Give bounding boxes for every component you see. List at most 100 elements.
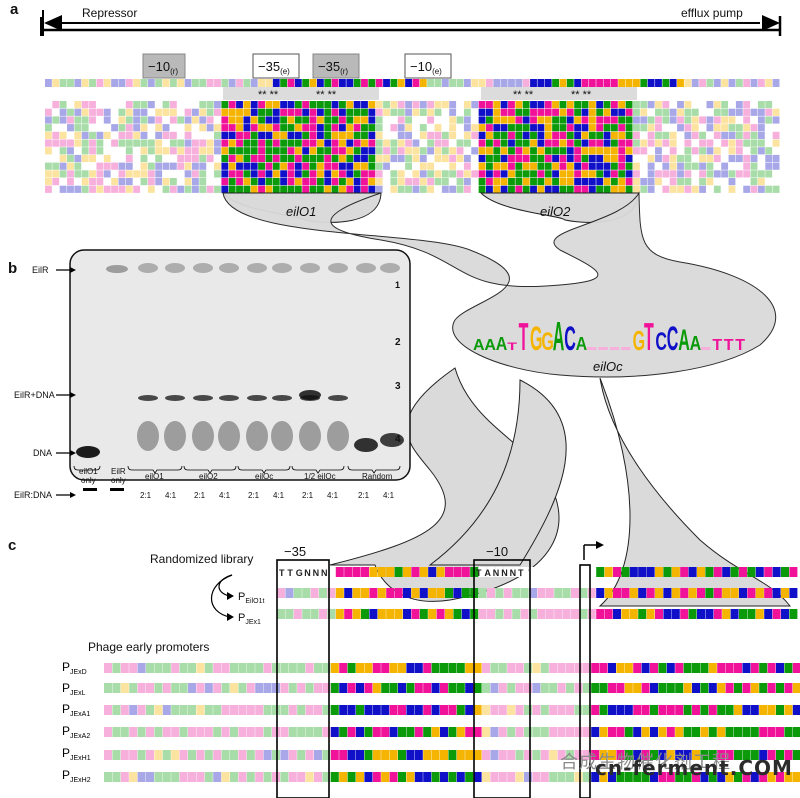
- phage-seq-cell: [700, 663, 709, 673]
- alignment-cell: [441, 178, 449, 186]
- alignment-cell: [743, 147, 751, 155]
- phage-seq-cell: [364, 772, 373, 782]
- consensus-cell: [390, 79, 398, 87]
- alignment-cell: [610, 116, 618, 124]
- alignment-cell: [221, 147, 229, 155]
- phage-seq-cell: [666, 663, 675, 673]
- alignment-cell: [162, 131, 170, 139]
- alignment-cell: [228, 178, 236, 186]
- phage-seq-cell: [322, 750, 331, 760]
- alignment-cell: [258, 154, 265, 163]
- consensus-cell: [486, 79, 493, 87]
- alignment-cell: [228, 147, 236, 155]
- alignment-cell: [655, 131, 662, 139]
- alignment-cell: [214, 108, 221, 116]
- logo-letter: A: [678, 324, 690, 358]
- alignment-cell: [214, 154, 221, 163]
- library-seq-cell: [310, 609, 319, 619]
- alignment-cell: [353, 108, 361, 116]
- logo-low-info-mark: [609, 347, 620, 350]
- phage-seq-cell: [398, 683, 406, 693]
- alignment-cell: [45, 124, 52, 132]
- alignment-cell: [324, 124, 332, 132]
- library-seq-cell: [503, 567, 512, 577]
- consensus-cell: [353, 79, 361, 87]
- band-smear: [246, 421, 268, 451]
- phage-seq-cell: [616, 750, 625, 760]
- alignment-cell: [103, 147, 111, 155]
- alignment-cell: [441, 162, 449, 170]
- alignment-cell: [67, 170, 74, 178]
- lane-label-eilr-only-2: only: [111, 476, 126, 485]
- band-complex: [193, 395, 213, 401]
- phage-promoter-label: PJExL: [62, 681, 86, 697]
- efflux-pump-label: efflux pump: [681, 6, 743, 20]
- alignment-cell: [228, 116, 236, 124]
- alignment-cell: [133, 170, 141, 178]
- alignment-cell: [140, 108, 148, 116]
- phage-seq-cell: [255, 750, 264, 760]
- alignment-cell: [89, 178, 96, 186]
- phage-seq-cell: [339, 750, 348, 760]
- alignment-cell: [552, 154, 559, 163]
- phage-seq-cell: [137, 750, 146, 760]
- alignment-cell: [375, 139, 383, 147]
- alignment-cell: [346, 131, 354, 139]
- alignment-cell: [493, 162, 501, 170]
- alignment-cell: [162, 108, 170, 116]
- phage-seq-cell: [272, 663, 280, 673]
- alignment-cell: [610, 185, 618, 193]
- phage-seq-cell: [767, 663, 776, 673]
- phage-seq-cell: [330, 683, 339, 693]
- phage-seq-cell: [582, 663, 591, 673]
- alignment-cell: [155, 154, 163, 163]
- alignment-cell: [111, 108, 118, 116]
- alignment-cell: [655, 178, 662, 186]
- phage-seq-cell: [381, 750, 390, 760]
- alignment-cell: [258, 178, 265, 186]
- consensus-cell: [45, 79, 52, 87]
- lib-letter-35: N: [321, 568, 328, 578]
- alignment-cell: [463, 170, 471, 178]
- alignment-cell: [236, 178, 243, 186]
- consensus-cell: [405, 79, 412, 87]
- alignment-cell: [713, 124, 721, 132]
- phage-seq-cell: [204, 750, 213, 760]
- alignment-cell: [45, 108, 52, 116]
- alignment-cell: [625, 131, 633, 139]
- library-seq-cell: [730, 588, 739, 598]
- phage-seq-cell: [734, 705, 742, 715]
- phage-seq-cell: [431, 727, 440, 737]
- phage-seq-cell: [549, 727, 558, 737]
- band-eilr: [300, 263, 320, 273]
- alignment-cell: [280, 116, 288, 124]
- alignment-cell: [655, 147, 662, 155]
- library-seq-cell: [587, 567, 596, 577]
- alignment-cell: [177, 147, 185, 155]
- alignment-cell: [508, 154, 515, 163]
- phage-seq-cell: [742, 705, 751, 715]
- alignment-cell: [258, 116, 265, 124]
- alignment-cell: [596, 101, 604, 109]
- consensus-cell: [361, 79, 368, 87]
- alignment-cell: [515, 170, 523, 178]
- alignment-cell: [596, 131, 604, 139]
- alignment-cell: [162, 101, 170, 109]
- library-seq-cell: [319, 567, 327, 577]
- alignment-cell: [52, 131, 60, 139]
- phage-seq-cell: [734, 727, 742, 737]
- band-eilr: [138, 263, 158, 273]
- alignment-cell: [162, 185, 170, 193]
- alignment-cell: [515, 116, 523, 124]
- alignment-cell: [243, 170, 251, 178]
- phage-seq-cell: [498, 750, 507, 760]
- alignment-cell: [478, 101, 486, 109]
- alignment-cell: [684, 116, 692, 124]
- alignment-cell: [140, 139, 148, 147]
- alignment-cell: [522, 178, 530, 186]
- alignment-cell: [294, 178, 302, 186]
- phage-seq-cell: [213, 705, 222, 715]
- alignment-cell: [427, 178, 435, 186]
- alignment-cell: [287, 131, 295, 139]
- alignment-cell: [588, 185, 596, 193]
